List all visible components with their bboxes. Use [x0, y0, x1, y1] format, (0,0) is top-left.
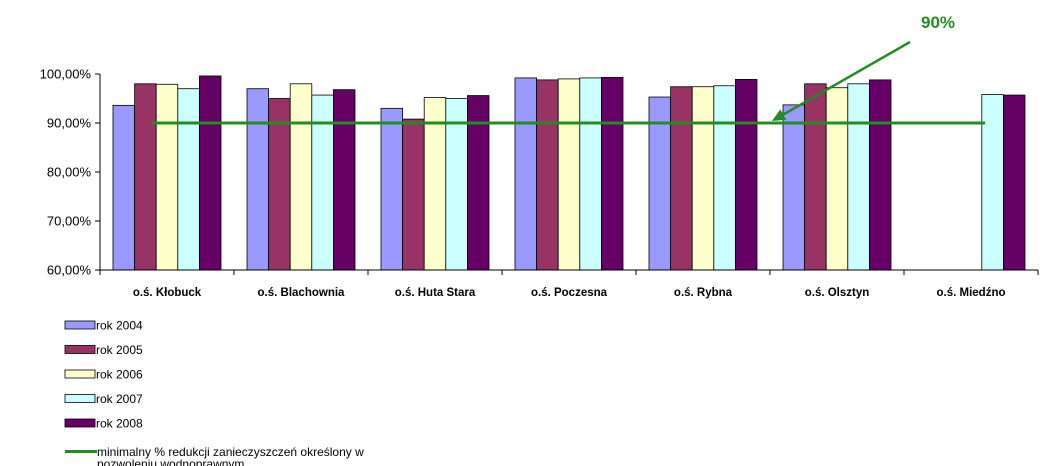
bar: [691, 86, 715, 271]
bar: [155, 83, 179, 271]
category-label: o.ś. Rybna: [674, 287, 733, 299]
y-tick-label: 80,00%: [47, 165, 92, 180]
bar: [246, 88, 270, 271]
bar: [289, 83, 313, 271]
bar: [112, 104, 136, 271]
legend-item: rok 2005: [64, 343, 143, 357]
category-label: o.ś. Huta Stara: [395, 287, 476, 299]
y-tick-label: 60,00%: [47, 263, 92, 278]
bar: [177, 88, 200, 271]
annotation-arrow-head: [772, 109, 787, 121]
legend-swatch: [64, 320, 96, 330]
bar: [713, 85, 736, 271]
category-label: o.ś. Blachownia: [258, 287, 346, 299]
legend-item-reference: minimalny % redukcji zanieczyszczeń okre…: [65, 445, 364, 466]
legend-label: rok 2004: [96, 319, 143, 333]
y-axis: 60,00% 70,00% 80,00% 90,00% 100,00%: [40, 67, 101, 278]
legend-swatch: [64, 394, 96, 403]
bar: [311, 94, 334, 271]
legend-item: rok 2008: [64, 417, 143, 431]
y-tick-label: 90,00%: [47, 116, 92, 131]
legend-label: rok 2006: [96, 368, 143, 382]
x-axis: o.ś. Kłobuck o.ś. Blachownia o.ś. Huta Sta…: [99, 269, 1039, 299]
annotation-group: 90%: [772, 13, 955, 121]
bar: [402, 118, 425, 271]
legend-label: rok 2005: [96, 343, 143, 357]
bar: [198, 75, 222, 271]
bar: [981, 94, 1004, 271]
annotation-arrow-line: [779, 40, 911, 118]
legend-label: minimalny % redukcji zanieczyszczeń okre…: [97, 445, 364, 466]
category-label: o.ś. Miedźno: [937, 287, 1006, 299]
bar: [380, 107, 404, 271]
category-label: o.ś. Olsztyn: [805, 287, 870, 299]
bar: [514, 77, 538, 271]
bar: [670, 86, 693, 271]
bar: [579, 77, 602, 271]
bar: [332, 89, 356, 271]
bar: [557, 78, 581, 271]
y-tick-label: 70,00%: [47, 214, 92, 229]
legend-swatch: [64, 345, 96, 354]
category-label: o.ś. Poczesna: [531, 287, 608, 299]
legend-label: rok 2007: [96, 392, 143, 406]
bar: [601, 77, 624, 271]
legend-swatch: [64, 418, 96, 428]
legend-swatch: [64, 369, 96, 379]
bar: [1003, 94, 1026, 271]
bar: [536, 79, 559, 271]
annotation-label: 90%: [921, 13, 955, 32]
bar: [134, 83, 157, 271]
legend-label: rok 2008: [96, 417, 143, 431]
bar: [869, 79, 892, 271]
cropped-title-fragment: [300, 0, 302, 1]
bar: [735, 78, 758, 271]
category-label: o.ś. Kłobuck: [133, 287, 202, 299]
legend-item: rok 2007: [64, 392, 143, 406]
bar: [847, 83, 870, 271]
legend: rok 2004 rok 2005 rok 2006 rok 2007 rok 2008…: [64, 319, 364, 466]
bar: [782, 104, 806, 271]
bar: [804, 83, 827, 271]
bars: [112, 75, 1026, 271]
legend-item: rok 2006: [64, 368, 143, 382]
legend-item: rok 2004: [64, 319, 143, 333]
y-tick-label: 100,00%: [40, 67, 92, 82]
bar: [825, 87, 849, 271]
